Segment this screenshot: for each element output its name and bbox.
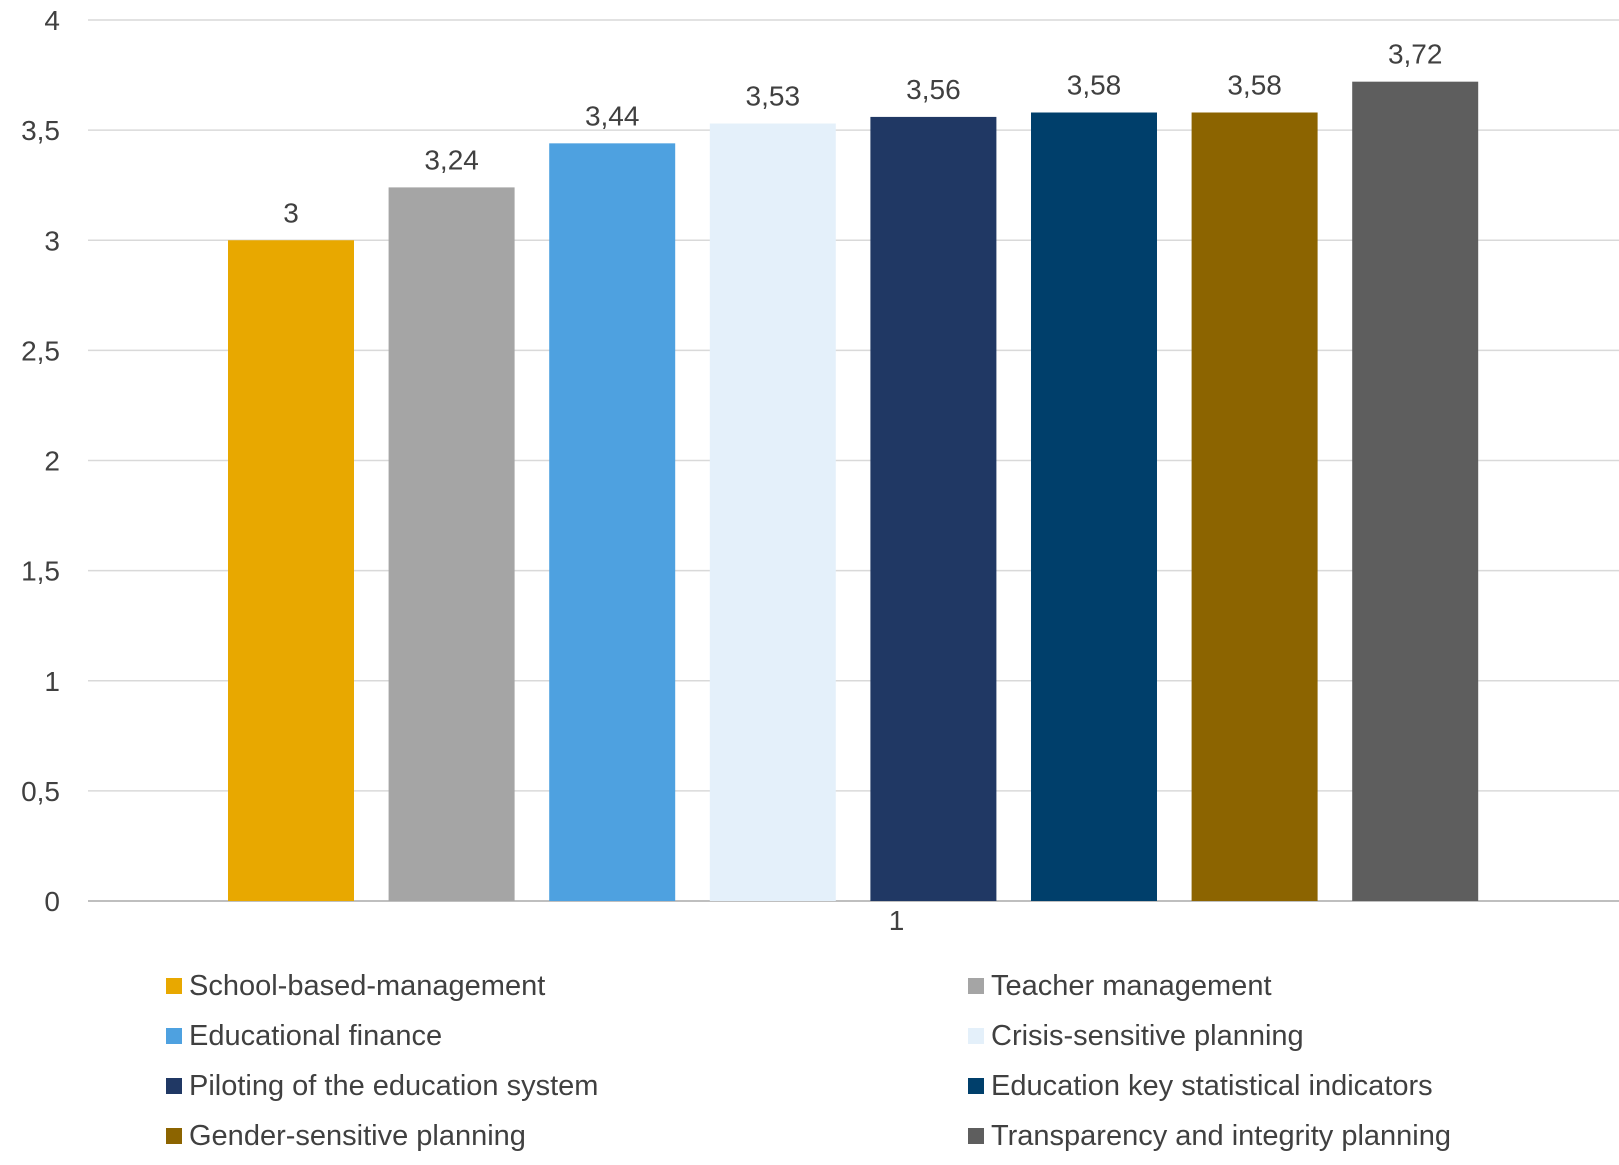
legend-label: Educational finance — [189, 1019, 443, 1052]
bar-chart: 00,511,522,533,54 33,243,443,53 3,56 3,58 3… — [21, 5, 1619, 930]
y-axis-tick-labels: 0 0,5 1 1,5 2 2,5 3 3,5 4 — [21, 5, 60, 917]
legend-item: Teacher management — [968, 968, 1272, 1004]
y-tick-label: 2,5 — [21, 335, 60, 366]
legend-swatch — [166, 978, 182, 994]
y-tick-label: 2 — [44, 446, 60, 477]
y-tick-label: 3,5 — [21, 115, 60, 146]
x-tick-label: 1 — [889, 905, 905, 930]
legend-label: Gender-sensitive planning — [189, 1119, 526, 1152]
y-tick-label: 3 — [44, 225, 60, 256]
y-tick-label: 1 — [44, 666, 60, 697]
legend-item: Educational finance — [166, 1018, 442, 1054]
bar — [549, 143, 676, 902]
legend-swatch — [166, 1028, 182, 1044]
legend-swatch — [968, 1028, 984, 1044]
legend-swatch — [968, 978, 984, 994]
legend-label: School-based-management — [189, 969, 546, 1002]
x-axis-tick-labels: 1 — [889, 905, 905, 930]
legend-item: Gender-sensitive planning — [166, 1118, 526, 1154]
y-tick-label: 1,5 — [21, 556, 60, 587]
bar — [870, 116, 997, 901]
legend-item: Transparency and integrity planning — [968, 1118, 1451, 1154]
y-tick-label: 0,5 — [21, 776, 60, 807]
legend-swatch — [166, 1078, 182, 1094]
legend-swatch — [968, 1078, 984, 1094]
data-label: 3,53 — [746, 81, 801, 112]
bar — [388, 187, 515, 901]
legend-item: School-based-management — [166, 968, 545, 1004]
data-label: 3,24 — [424, 144, 479, 175]
legend-swatch — [166, 1128, 182, 1144]
data-label: 3,72 — [1388, 39, 1443, 70]
y-tick-label: 4 — [44, 5, 60, 36]
data-label: 3,44 — [585, 100, 640, 131]
bar — [1352, 81, 1479, 902]
bars — [228, 81, 1479, 902]
legend-label: Transparency and integrity planning — [991, 1119, 1451, 1152]
data-label: 3,58 — [1227, 70, 1282, 101]
legend-label: Piloting of the education system — [189, 1069, 599, 1102]
legend-label: Education key statistical indicators — [991, 1069, 1433, 1102]
bar — [1191, 112, 1318, 901]
legend-item: Education key statistical indicators — [968, 1068, 1433, 1104]
y-tick-label: 0 — [44, 886, 60, 917]
data-label: 3 — [283, 197, 299, 228]
legend-item: Piloting of the education system — [166, 1068, 598, 1104]
legend-label: Crisis-sensitive planning — [991, 1019, 1304, 1052]
chart-legend: School-based-management Teacher managemen… — [0, 968, 1619, 1165]
data-label: 3,58 — [1067, 70, 1122, 101]
legend-swatch — [968, 1128, 984, 1144]
legend-label: Teacher management — [991, 969, 1272, 1002]
bar — [1031, 112, 1157, 901]
data-labels: 3 3,24 3,44 3,53 3,56 3,58 3,58 3,72 — [283, 39, 1442, 229]
bar — [709, 123, 836, 901]
bar — [228, 240, 354, 901]
data-label: 3,56 — [906, 74, 961, 105]
legend-item: Crisis-sensitive planning — [968, 1018, 1304, 1054]
